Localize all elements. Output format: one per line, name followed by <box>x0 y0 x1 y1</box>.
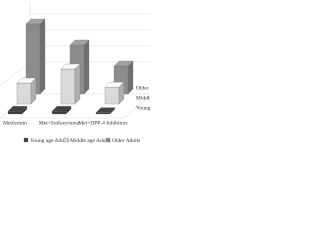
x-tick-label: Met+DPP-4 Inhibitors <box>78 120 127 126</box>
bar <box>95 107 116 115</box>
bar-side <box>118 81 125 105</box>
x-tick-label: Met+Sulfonylurea <box>39 119 80 126</box>
bar-front <box>16 82 32 105</box>
bar-side <box>74 63 81 105</box>
bar <box>51 105 72 115</box>
bar-front <box>51 111 67 115</box>
legend-label: Middle age Adults <box>70 138 111 144</box>
legend-label: Older Adults <box>112 138 140 144</box>
bar <box>60 63 81 105</box>
bar-side <box>39 18 46 95</box>
bar-side <box>30 77 37 105</box>
legend-swatch <box>23 137 29 143</box>
depth-label: Middle age Adults <box>136 95 150 101</box>
bar <box>7 105 28 115</box>
legend-swatch <box>63 137 69 143</box>
legend-swatch <box>105 137 111 143</box>
depth-label: Young age Adults <box>136 105 150 111</box>
bar-side <box>21 105 28 115</box>
bar <box>25 18 46 95</box>
legend-label: Young age Adults <box>30 138 69 144</box>
x-tick-label: Metformin <box>3 119 27 126</box>
bar-front <box>7 111 23 115</box>
bar-front <box>104 87 120 105</box>
bar <box>104 81 125 105</box>
bar-front <box>60 68 76 105</box>
bar-side <box>65 105 72 115</box>
bar-side <box>83 39 90 95</box>
bar-front <box>95 112 111 115</box>
bar-side <box>109 107 116 115</box>
bar-side <box>127 60 134 95</box>
bar <box>16 77 37 105</box>
depth-label: Older Adults <box>136 85 150 91</box>
